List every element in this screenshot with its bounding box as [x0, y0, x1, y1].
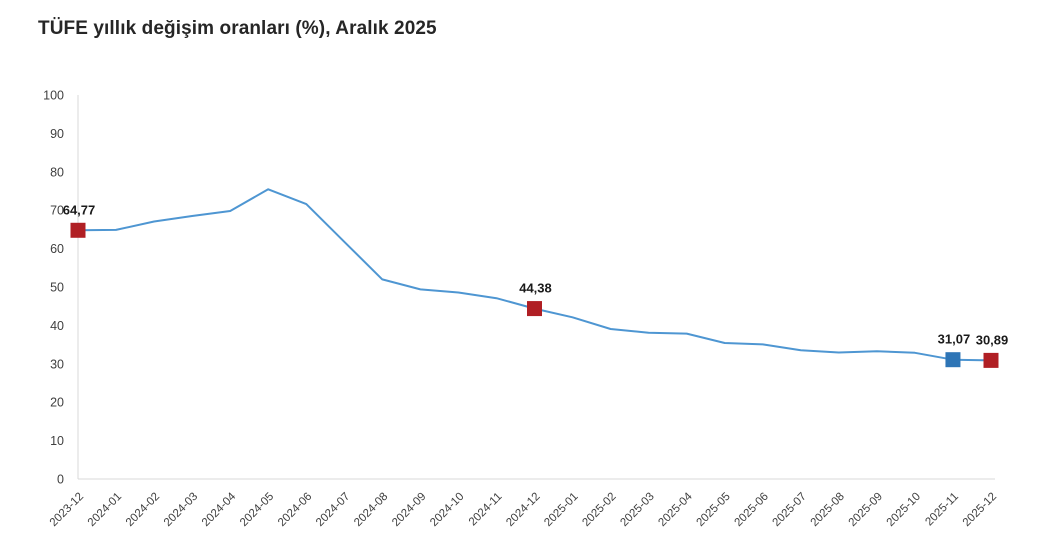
x-tick-label: 2025-08 — [809, 491, 847, 529]
x-tick-label: 2025-01 — [542, 491, 580, 529]
y-tick-label: 10 — [50, 434, 64, 448]
x-tick-label: 2025-09 — [847, 491, 885, 529]
data-point-marker — [945, 352, 961, 368]
x-tick-label: 2024-10 — [428, 491, 466, 529]
x-tick-label: 2025-06 — [733, 491, 771, 529]
marked-points: 64,77 44,38 31,07 30,89 — [63, 202, 1009, 368]
x-tick-label: 2025-07 — [771, 491, 809, 529]
x-tick-label: 2024-05 — [238, 491, 276, 529]
chart-title: TÜFE yıllık değişim oranları (%), Aralık… — [38, 18, 437, 39]
y-tick-label: 50 — [50, 281, 64, 295]
x-tick-label: 2024-03 — [162, 491, 200, 529]
x-tick-label: 2025-05 — [694, 491, 732, 529]
x-tick-label: 2025-03 — [618, 491, 656, 529]
y-tick-label: 30 — [50, 357, 64, 371]
x-tick-label: 2023-12 — [48, 491, 86, 529]
data-point-marker — [527, 301, 542, 317]
data-point-label: 30,89 — [976, 332, 1009, 347]
x-tick-label: 2025-02 — [580, 491, 618, 529]
y-tick-label: 40 — [50, 319, 64, 333]
data-point-label: 64,77 — [63, 202, 96, 217]
data-point-label: 44,38 — [519, 281, 552, 296]
x-tick-label: 2025-12 — [961, 491, 999, 529]
x-tick-label: 2025-10 — [885, 491, 923, 529]
x-tick-label: 2024-01 — [86, 491, 124, 529]
x-tick-label: 2024-07 — [314, 491, 352, 529]
data-point-marker — [70, 222, 86, 238]
y-tick-labels: 0 10 20 30 40 50 60 70 80 90 100 — [43, 89, 64, 487]
y-tick-label: 70 — [50, 204, 64, 218]
data-point-marker — [983, 352, 999, 368]
data-point-label: 31,07 — [938, 332, 971, 347]
x-tick-label: 2024-11 — [467, 491, 505, 529]
x-tick-label: 2025-04 — [656, 490, 695, 529]
chart-axes — [77, 95, 995, 480]
y-tick-label: 60 — [50, 242, 64, 256]
y-tick-label: 0 — [57, 473, 64, 487]
x-tick-label: 2024-12 — [504, 491, 542, 529]
x-tick-label: 2024-02 — [124, 491, 162, 529]
x-tick-label: 2024-09 — [390, 491, 428, 529]
x-tick-label: 2024-04 — [200, 490, 239, 529]
y-tick-label: 20 — [50, 396, 64, 410]
y-tick-label: 100 — [43, 89, 64, 103]
y-tick-label: 90 — [50, 127, 64, 141]
x-tick-labels: 2023-12 2024-01 2024-02 2024-03 2024-04 2024-… — [48, 490, 999, 529]
x-tick-label: 2025-11 — [923, 491, 961, 529]
series-line — [77, 188, 992, 362]
x-tick-label: 2024-08 — [352, 491, 390, 529]
x-tick-label: 2024-06 — [276, 491, 314, 529]
y-tick-label: 80 — [50, 165, 64, 179]
